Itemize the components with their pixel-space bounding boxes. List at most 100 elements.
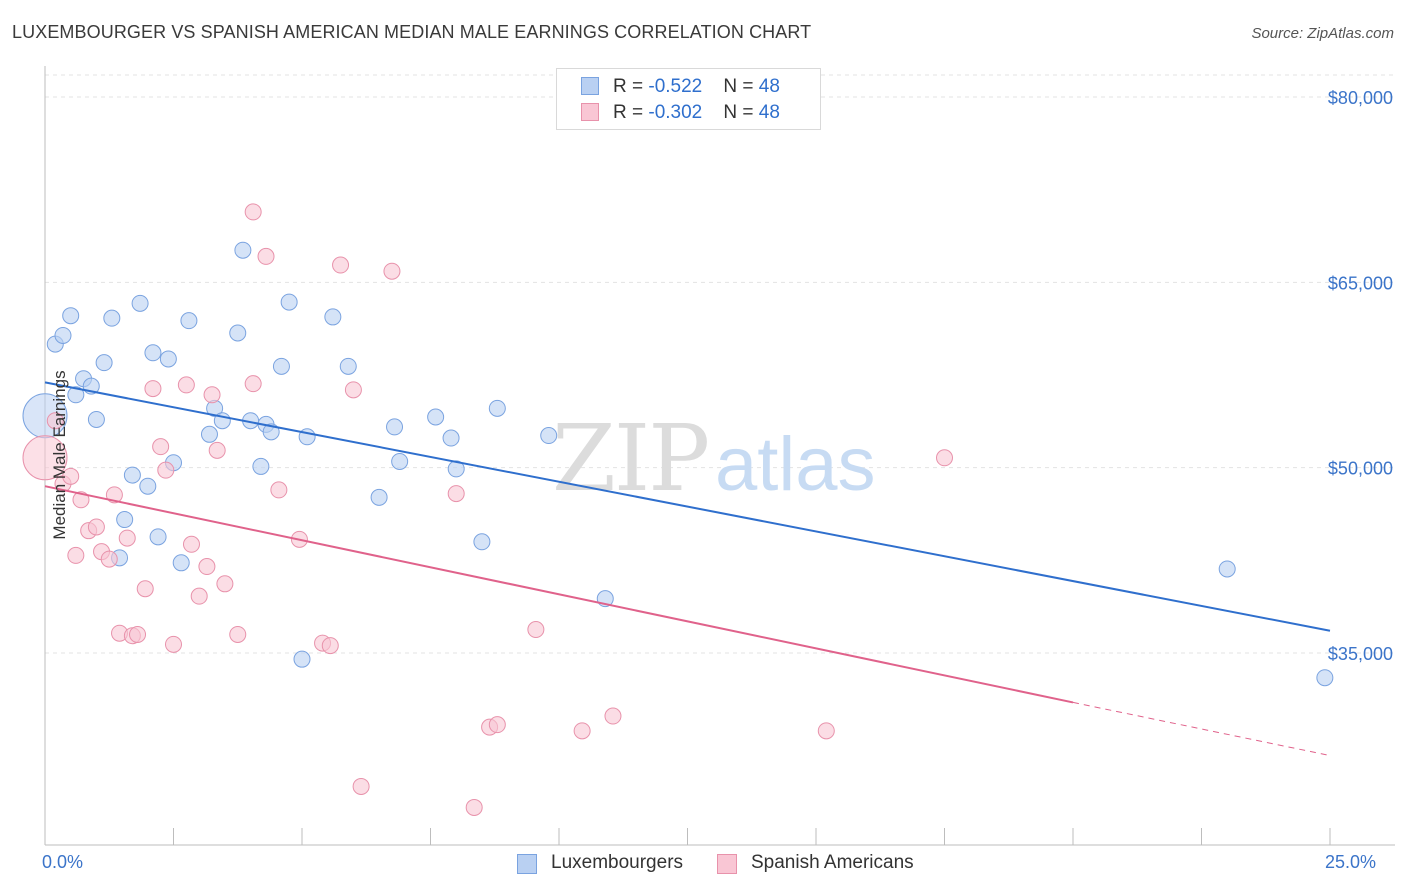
point-spanish-americans: [182, 535, 200, 553]
r-label: R =: [613, 102, 649, 123]
legend-swatch-blue: [517, 854, 537, 874]
watermark-atlas: atlas: [715, 422, 876, 507]
point-spanish-americans: [177, 376, 195, 394]
point-luxembourgers: [427, 408, 445, 426]
legend-swatch-pink: [581, 103, 599, 121]
point-spanish-americans: [244, 203, 262, 221]
watermark: ZIP atlas: [552, 405, 876, 512]
point-luxembourgers: [386, 418, 404, 436]
point-luxembourgers: [54, 326, 72, 344]
legend-swatch-blue: [581, 77, 599, 95]
point-luxembourgers: [67, 386, 85, 404]
point-luxembourgers: [200, 425, 218, 443]
point-luxembourgers: [139, 477, 157, 495]
legend-label: Spanish Americans: [751, 852, 914, 873]
point-spanish-americans: [144, 380, 162, 398]
point-luxembourgers: [131, 294, 149, 312]
point-luxembourgers: [172, 554, 190, 572]
point-luxembourgers: [391, 452, 409, 470]
point-spanish-americans: [136, 580, 154, 598]
point-spanish-americans: [465, 798, 483, 816]
point-spanish-americans: [604, 707, 622, 725]
correlation-legend: R = -0.522 N = 48 R = -0.302 N = 48: [556, 68, 821, 130]
point-luxembourgers: [370, 488, 388, 506]
point-spanish-americans: [527, 621, 545, 639]
point-spanish-americans: [100, 550, 118, 568]
point-spanish-americans: [488, 716, 506, 734]
r-value: -0.522: [648, 76, 703, 97]
y-tick-label: $80,000: [1328, 88, 1393, 108]
point-luxembourgers: [252, 457, 270, 475]
n-value: 48: [758, 102, 780, 123]
trend-lines: [44, 381, 1331, 757]
watermark-zip: ZIP: [552, 405, 708, 512]
point-spanish-americans: [152, 438, 170, 456]
point-luxembourgers: [229, 324, 247, 342]
point-spanish-americans: [203, 386, 221, 404]
y-tick-label: $65,000: [1328, 273, 1393, 293]
chart-title: LUXEMBOURGER VS SPANISH AMERICAN MEDIAN …: [12, 22, 812, 42]
point-spanish-americans: [72, 491, 90, 509]
point-luxembourgers: [234, 241, 252, 259]
point-spanish-americans: [67, 546, 85, 564]
point-spanish-americans: [321, 637, 339, 655]
x-tick-label-min: 0.0%: [42, 852, 84, 872]
point-luxembourgers: [272, 357, 290, 375]
point-spanish-americans: [157, 461, 175, 479]
point-spanish-americans: [229, 625, 247, 643]
point-spanish-americans: [208, 441, 226, 459]
point-spanish-americans: [165, 635, 182, 653]
point-luxembourgers: [324, 308, 342, 326]
point-luxembourgers: [95, 354, 113, 372]
n-label: N =: [723, 102, 759, 123]
r-value: -0.302: [648, 102, 703, 123]
point-spanish-americans: [344, 381, 362, 399]
point-spanish-americans: [447, 485, 465, 503]
point-luxembourgers: [87, 410, 105, 428]
data-points: [22, 203, 1334, 816]
legend-label: Luxembourgers: [551, 852, 684, 873]
point-luxembourgers: [62, 307, 80, 325]
point-luxembourgers: [280, 293, 298, 311]
point-spanish-americans: [198, 558, 216, 576]
point-luxembourgers: [180, 312, 198, 330]
point-spanish-americans: [936, 449, 953, 467]
point-luxembourgers: [103, 309, 121, 327]
point-luxembourgers: [442, 429, 460, 447]
trend-line-luxembourgers: [44, 381, 1331, 632]
grid-lines: [45, 74, 1395, 654]
point-spanish-americans: [105, 486, 123, 504]
point-spanish-americans: [573, 722, 591, 740]
point-luxembourgers: [488, 399, 506, 417]
point-spanish-americans: [257, 247, 275, 265]
point-luxembourgers: [144, 344, 162, 362]
legend-swatch-pink: [717, 854, 737, 874]
r-label: R =: [613, 76, 649, 97]
point-luxembourgers: [540, 427, 558, 445]
y-tick-labels: $35,000 $50,000 $65,000 $80,000: [1328, 88, 1393, 664]
point-luxembourgers: [1316, 669, 1334, 687]
source-label: Source: ZipAtlas.com: [1251, 25, 1394, 42]
point-luxembourgers: [473, 533, 491, 551]
point-luxembourgers: [1218, 560, 1236, 578]
point-luxembourgers: [293, 650, 311, 668]
point-luxembourgers: [339, 357, 357, 375]
point-luxembourgers: [123, 466, 141, 484]
point-spanish-americans: [817, 722, 835, 740]
n-label: N =: [723, 76, 759, 97]
point-luxembourgers: [116, 511, 134, 529]
point-spanish-americans: [352, 777, 370, 795]
trend-line-extension: [1072, 701, 1331, 757]
point-spanish-americans: [46, 412, 64, 430]
point-luxembourgers: [149, 528, 167, 546]
point-spanish-americans: [332, 256, 350, 274]
y-tick-label: $35,000: [1328, 644, 1393, 664]
point-spanish-americans: [383, 262, 401, 280]
point-spanish-americans: [190, 587, 208, 605]
point-spanish-americans: [270, 481, 288, 499]
point-spanish-americans: [118, 529, 136, 547]
point-spanish-americans: [87, 518, 105, 536]
point-spanish-americans: [244, 375, 262, 393]
x-tick-label-max: 25.0%: [1325, 852, 1377, 872]
